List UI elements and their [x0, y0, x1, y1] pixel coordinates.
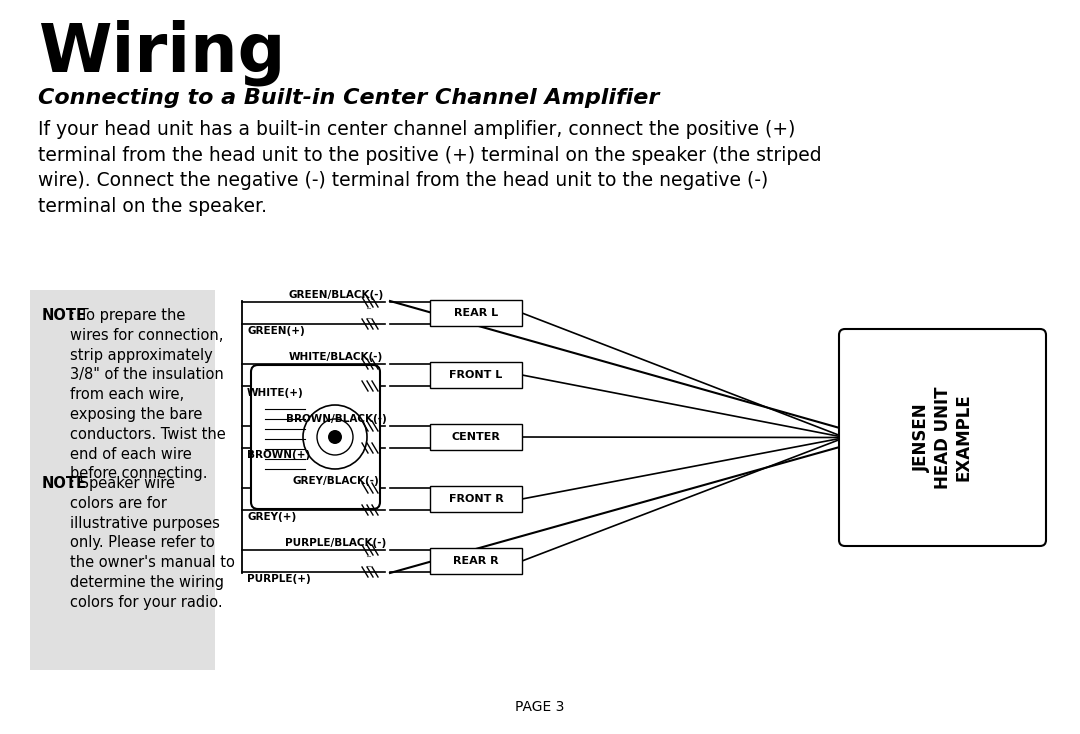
Text: FRONT L: FRONT L: [449, 370, 502, 380]
FancyBboxPatch shape: [430, 548, 522, 574]
Text: Connecting to a Built-in Center Channel Amplifier: Connecting to a Built-in Center Channel …: [38, 88, 660, 108]
Text: WHITE(+): WHITE(+): [247, 388, 303, 398]
FancyBboxPatch shape: [430, 424, 522, 450]
Text: BROWN/BLACK(-): BROWN/BLACK(-): [285, 414, 387, 424]
Text: GREEN/BLACK(-): GREEN/BLACK(-): [288, 290, 383, 300]
Text: FRONT R: FRONT R: [448, 494, 503, 504]
FancyBboxPatch shape: [839, 329, 1047, 546]
Text: NOTE: NOTE: [42, 308, 87, 323]
FancyBboxPatch shape: [430, 362, 522, 388]
Text: REAR R: REAR R: [454, 556, 499, 566]
Text: PURPLE(+): PURPLE(+): [247, 574, 311, 584]
Text: Wiring: Wiring: [38, 20, 285, 87]
Text: REAR L: REAR L: [454, 308, 498, 318]
Text: : To prepare the
wires for connection,
strip approximately
3/8" of the insulatio: : To prepare the wires for connection, s…: [70, 308, 226, 482]
Text: JENSEN
HEAD UNIT
EXAMPLE: JENSEN HEAD UNIT EXAMPLE: [913, 386, 972, 489]
Text: : Speaker wire
colors are for
illustrative purposes
only. Please refer to
the ow: : Speaker wire colors are for illustrati…: [70, 476, 234, 610]
FancyBboxPatch shape: [30, 290, 215, 670]
Text: GREY/BLACK(-): GREY/BLACK(-): [293, 476, 379, 486]
Text: If your head unit has a built-in center channel amplifier, connect the positive : If your head unit has a built-in center …: [38, 120, 822, 217]
Text: WHITE/BLACK(-): WHITE/BLACK(-): [288, 352, 383, 362]
Text: PAGE 3: PAGE 3: [515, 700, 565, 714]
FancyBboxPatch shape: [430, 300, 522, 326]
Text: GREY(+): GREY(+): [247, 512, 296, 522]
Circle shape: [328, 430, 342, 444]
Text: GREEN(+): GREEN(+): [247, 326, 305, 336]
Text: PURPLE/BLACK(-): PURPLE/BLACK(-): [285, 538, 387, 548]
FancyBboxPatch shape: [251, 365, 380, 509]
FancyBboxPatch shape: [430, 486, 522, 512]
Text: NOTE: NOTE: [42, 476, 87, 491]
Text: CENTER: CENTER: [451, 432, 500, 442]
Text: BROWN(+): BROWN(+): [247, 450, 310, 460]
